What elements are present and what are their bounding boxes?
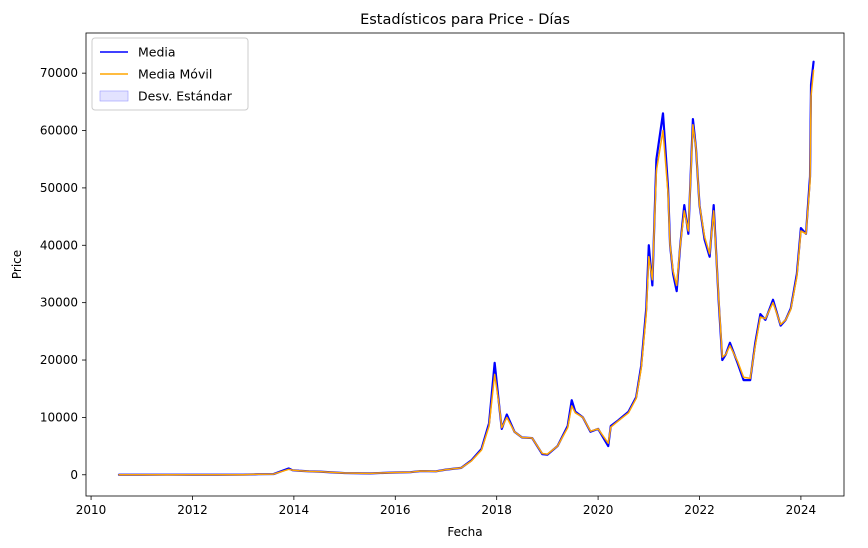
x-tick-label: 2012 — [177, 503, 208, 517]
legend-label: Media — [138, 45, 176, 60]
y-tick-label: 70000 — [40, 66, 78, 80]
x-tick-label: 2020 — [583, 503, 614, 517]
chart-title: Estadísticos para Price - Días — [360, 12, 570, 28]
series-media-movil-line — [118, 69, 815, 476]
y-tick-label: 20000 — [40, 353, 78, 367]
legend-box — [91, 37, 249, 111]
x-tick-label: 2018 — [481, 503, 512, 517]
y-tick-label: 0 — [70, 468, 78, 482]
legend-label: Desv. Estándar — [138, 89, 233, 104]
legend: Media Media Móvil Desv. Estándar — [91, 37, 249, 111]
legend-label: Media Móvil — [138, 67, 212, 82]
series-layer — [117, 60, 815, 476]
x-tick-label: 2022 — [684, 503, 715, 517]
y-tick-label: 10000 — [40, 410, 78, 424]
axes: 2010 2012 2014 2016 2018 2020 2022 2024 0 10000 20… — [40, 66, 816, 517]
x-tick-label: 2016 — [380, 503, 411, 517]
y-tick-label: 50000 — [40, 181, 78, 195]
x-tick-label: 2010 — [76, 503, 107, 517]
y-tick-label: 40000 — [40, 238, 78, 252]
y-tick-label: 60000 — [40, 124, 78, 138]
x-axis-title: Fecha — [447, 525, 482, 539]
x-tick-label: 2024 — [786, 503, 817, 517]
axes-spines — [85, 32, 845, 497]
legend-swatch-desv-estandar — [99, 90, 129, 102]
x-tick-label: 2014 — [279, 503, 310, 517]
y-axis-title: Price — [10, 250, 24, 279]
y-tick-label: 30000 — [40, 296, 78, 310]
plot-frame — [85, 32, 845, 497]
